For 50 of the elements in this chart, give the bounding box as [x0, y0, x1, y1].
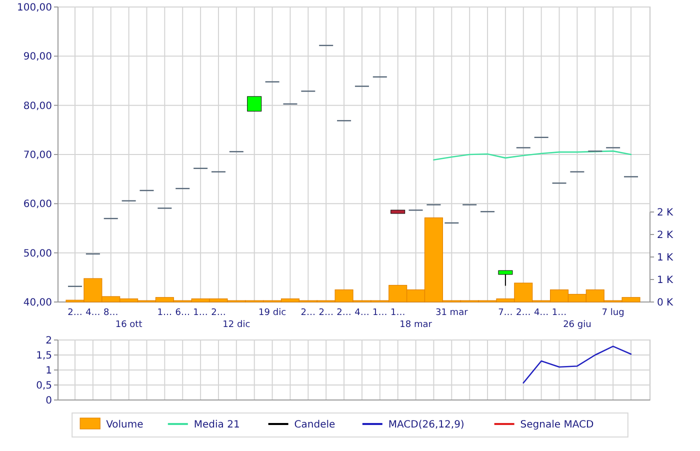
candlestick	[498, 270, 513, 286]
y-tick-label: 0	[46, 396, 52, 406]
y-tick-label: 90,00	[23, 52, 52, 63]
x-tick-label: 12 dic	[222, 320, 250, 330]
y-tick-label: 40,00	[23, 298, 52, 308]
legend-label: Candele	[294, 420, 336, 430]
y-tick-label: 60,00	[23, 199, 52, 210]
x-tick-label: 4…	[86, 308, 100, 318]
x-tick-label: 2…	[300, 308, 316, 318]
x-tick-label: 2…	[211, 308, 226, 318]
x-tick-label: 1…	[193, 308, 208, 318]
line-series	[433, 150, 632, 161]
x-tick-label: 4…	[354, 308, 370, 318]
y-tick-label: 2	[46, 336, 52, 346]
legend-label: Media 21	[194, 420, 240, 430]
x-tick-label: 31 mar	[435, 308, 468, 318]
y2-tick-label: 2 K	[657, 230, 674, 241]
y2-tick-label: 0 K	[657, 298, 674, 308]
x-tick-label: 6…	[175, 308, 190, 318]
y2-tick-label: 2 K	[657, 208, 674, 218]
line-series	[522, 346, 632, 384]
x-tick-label: 18 mar	[400, 320, 432, 330]
y-tick-label: 70,00	[23, 150, 52, 161]
y-tick-label: 100,00	[17, 2, 52, 14]
x-tick-label: 1…	[157, 308, 172, 318]
legend-label: Segnale MACD	[520, 420, 594, 430]
x-tick-label: 19 dic	[258, 308, 286, 318]
x-tick-label: 1…	[552, 308, 567, 318]
y-tick-label: 1,5	[36, 350, 52, 362]
y-tick-label: 1	[46, 366, 52, 376]
x-tick-label: 1…	[390, 308, 406, 318]
x-tick-label: 7 lug	[602, 308, 624, 318]
x-tick-label: 7…	[498, 308, 513, 318]
x-tick-label: 2…	[336, 308, 352, 318]
candlestick	[247, 96, 262, 112]
y-tick-label: 80,00	[23, 100, 52, 112]
y2-tick-label: 1 K	[657, 275, 674, 286]
x-tick-label: 26 giu	[563, 320, 592, 330]
legend-label: Volume	[106, 420, 144, 430]
x-tick-label: 16 ott	[115, 320, 143, 330]
x-tick-label: 8…	[104, 308, 118, 318]
x-tick-label: 2…	[68, 308, 82, 318]
y-tick-label: 0,5	[36, 380, 52, 392]
legend-label: MACD(26,12,9)	[388, 420, 464, 430]
x-tick-label: 1…	[372, 308, 388, 318]
x-tick-label: 2…	[516, 308, 531, 318]
x-tick-label: 4…	[534, 308, 549, 318]
y2-tick-label: 1 K	[657, 252, 674, 264]
x-tick-label: 2…	[318, 308, 334, 318]
y-tick-label: 50,00	[23, 248, 52, 260]
